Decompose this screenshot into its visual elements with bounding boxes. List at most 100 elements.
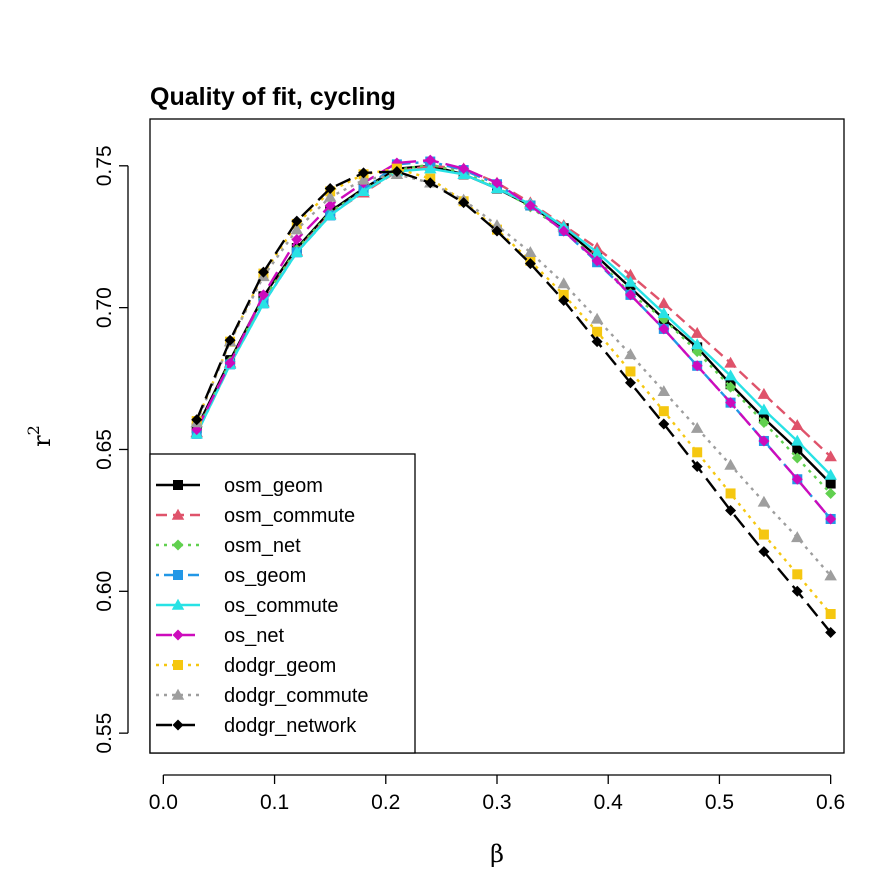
data-point-osm_commute-15 [690,326,704,338]
data-point-os_commute-4 [323,209,337,221]
data-point-os_commute-7 [424,162,437,174]
data-point-os_net-10 [524,200,536,212]
y-tick-label-3: 0.70 [93,287,116,328]
data-point-dodgr_commute-3 [290,223,304,235]
data-point-dodgr_commute-13 [624,348,637,360]
legend-label-osm_commute: osm_commute [224,505,355,527]
data-point-os_net-16 [725,397,737,409]
data-point-os_net-7 [424,154,436,166]
series-line-os_commute [195,167,832,476]
legend-marker-dodgr_geom [173,660,183,670]
data-point-dodgr_commute-4 [323,190,337,202]
legend-marker-osm_geom [173,480,183,490]
data-point-dodgr_commute-16 [724,458,737,470]
data-point-dodgr_network-18 [791,585,803,597]
data-point-dodgr_network-13 [624,377,636,389]
data-point-dodgr_geom-13 [625,366,636,377]
data-point-os_net-9 [491,177,503,189]
y-tick-label-4: 0.75 [93,145,116,186]
data-point-os_commute-19 [824,468,837,480]
y-axis-label-group: r2 [24,425,56,447]
data-point-os_commute-12 [590,246,604,258]
data-point-dodgr_commute-12 [590,312,604,324]
data-point-osm_commute-16 [724,356,737,368]
data-point-dodgr_network-17 [758,546,770,558]
data-point-os_net-2 [257,289,269,301]
data-point-dodgr_commute-10 [524,246,537,258]
data-point-dodgr_network-9 [491,225,503,237]
y-tick-label-1: 0.60 [93,571,116,612]
legend-label-os_commute: os_commute [224,595,339,617]
data-point-dodgr_network-0 [191,414,203,426]
data-point-dodgr_geom-16 [725,488,736,499]
legend-label-dodgr_commute: dodgr_commute [224,685,369,707]
plot-area [190,154,837,638]
series-osm_geom [191,160,836,489]
x-tick-label-5: 0.5 [705,791,734,814]
data-point-dodgr_network-19 [825,626,837,638]
plot-frame [149,118,845,754]
data-point-os_net-4 [324,200,336,212]
legend-item-os_net: os_net [156,625,284,647]
data-point-osm_commute-18 [791,419,804,431]
data-point-osm_commute-13 [624,268,637,280]
data-point-os_net-14 [658,323,670,335]
data-point-dodgr_commute-15 [690,421,704,433]
data-point-osm_geom-13 [625,282,636,293]
data-point-dodgr_network-11 [558,295,570,307]
data-point-dodgr_network-3 [291,215,303,227]
data-point-os_net-18 [791,473,803,485]
legend-item-dodgr_geom: dodgr_geom [156,655,336,677]
legend-marker-os_commute [171,598,185,610]
data-point-dodgr_geom-15 [692,447,703,458]
series-dodgr_network [191,165,837,638]
data-point-dodgr_geom-14 [658,406,669,417]
data-point-os_commute-5 [357,185,370,197]
data-point-dodgr_network-2 [257,266,269,278]
data-point-dodgr_network-12 [591,336,603,348]
axes: 0.0 0.1 0.2 0.3 0.4 0.5 0.6 0.55 0.60 0.65 0.70 0.7… [93,145,845,814]
data-point-dodgr_commute-11 [557,277,570,289]
legend-item-dodgr_commute: dodgr_commute [156,685,369,707]
data-point-os_commute-16 [724,369,737,381]
legend-label-osm_net: osm_net [224,535,301,557]
x-tick-label-3: 0.3 [482,791,511,814]
legend-marker-os_net [172,629,184,641]
legend-marker-osm_commute [171,508,185,520]
legend-item-os_commute: os_commute [156,595,339,617]
legend-marker-dodgr_commute [171,688,185,700]
x-tick-label-0: 0.0 [149,791,178,814]
data-point-dodgr_network-10 [524,258,536,270]
legend-marker-os_geom [173,570,183,580]
data-point-os_net-8 [458,163,470,175]
data-point-os_net-3 [291,234,303,246]
y-tick-label-2: 0.65 [93,429,116,470]
x-tick-label-2: 0.2 [371,791,400,814]
data-point-dodgr_network-4 [324,182,336,194]
data-point-os_net-17 [758,435,770,447]
data-point-dodgr_commute-5 [357,173,370,185]
data-point-os_net-15 [691,360,703,372]
legend-item-osm_net: osm_net [156,535,301,557]
data-point-osm_commute-19 [824,450,837,462]
x-tick-label-1: 0.1 [260,791,289,814]
data-point-dodgr_commute-14 [657,385,671,397]
data-point-os_commute-18 [791,434,804,446]
data-point-dodgr_network-16 [725,504,737,516]
data-point-dodgr_commute-18 [791,531,804,543]
data-point-dodgr_geom-18 [792,569,803,580]
data-point-os_net-11 [558,225,570,237]
data-point-dodgr_network-7 [424,177,436,189]
data-point-os_net-1 [224,357,236,369]
series-line-osm_commute [195,164,832,458]
data-point-dodgr_network-5 [358,167,370,179]
legend-marker-osm_net [172,539,184,551]
data-point-dodgr_commute-19 [824,569,837,581]
data-point-dodgr_network-14 [658,418,670,430]
data-point-dodgr_geom-19 [825,609,836,620]
legend-marker-dodgr_network [172,719,184,731]
data-point-osm_net-18 [791,452,803,464]
series-line-dodgr_commute [195,173,832,577]
x-axis-label: β [490,840,504,868]
data-point-osm_commute-17 [757,387,771,399]
